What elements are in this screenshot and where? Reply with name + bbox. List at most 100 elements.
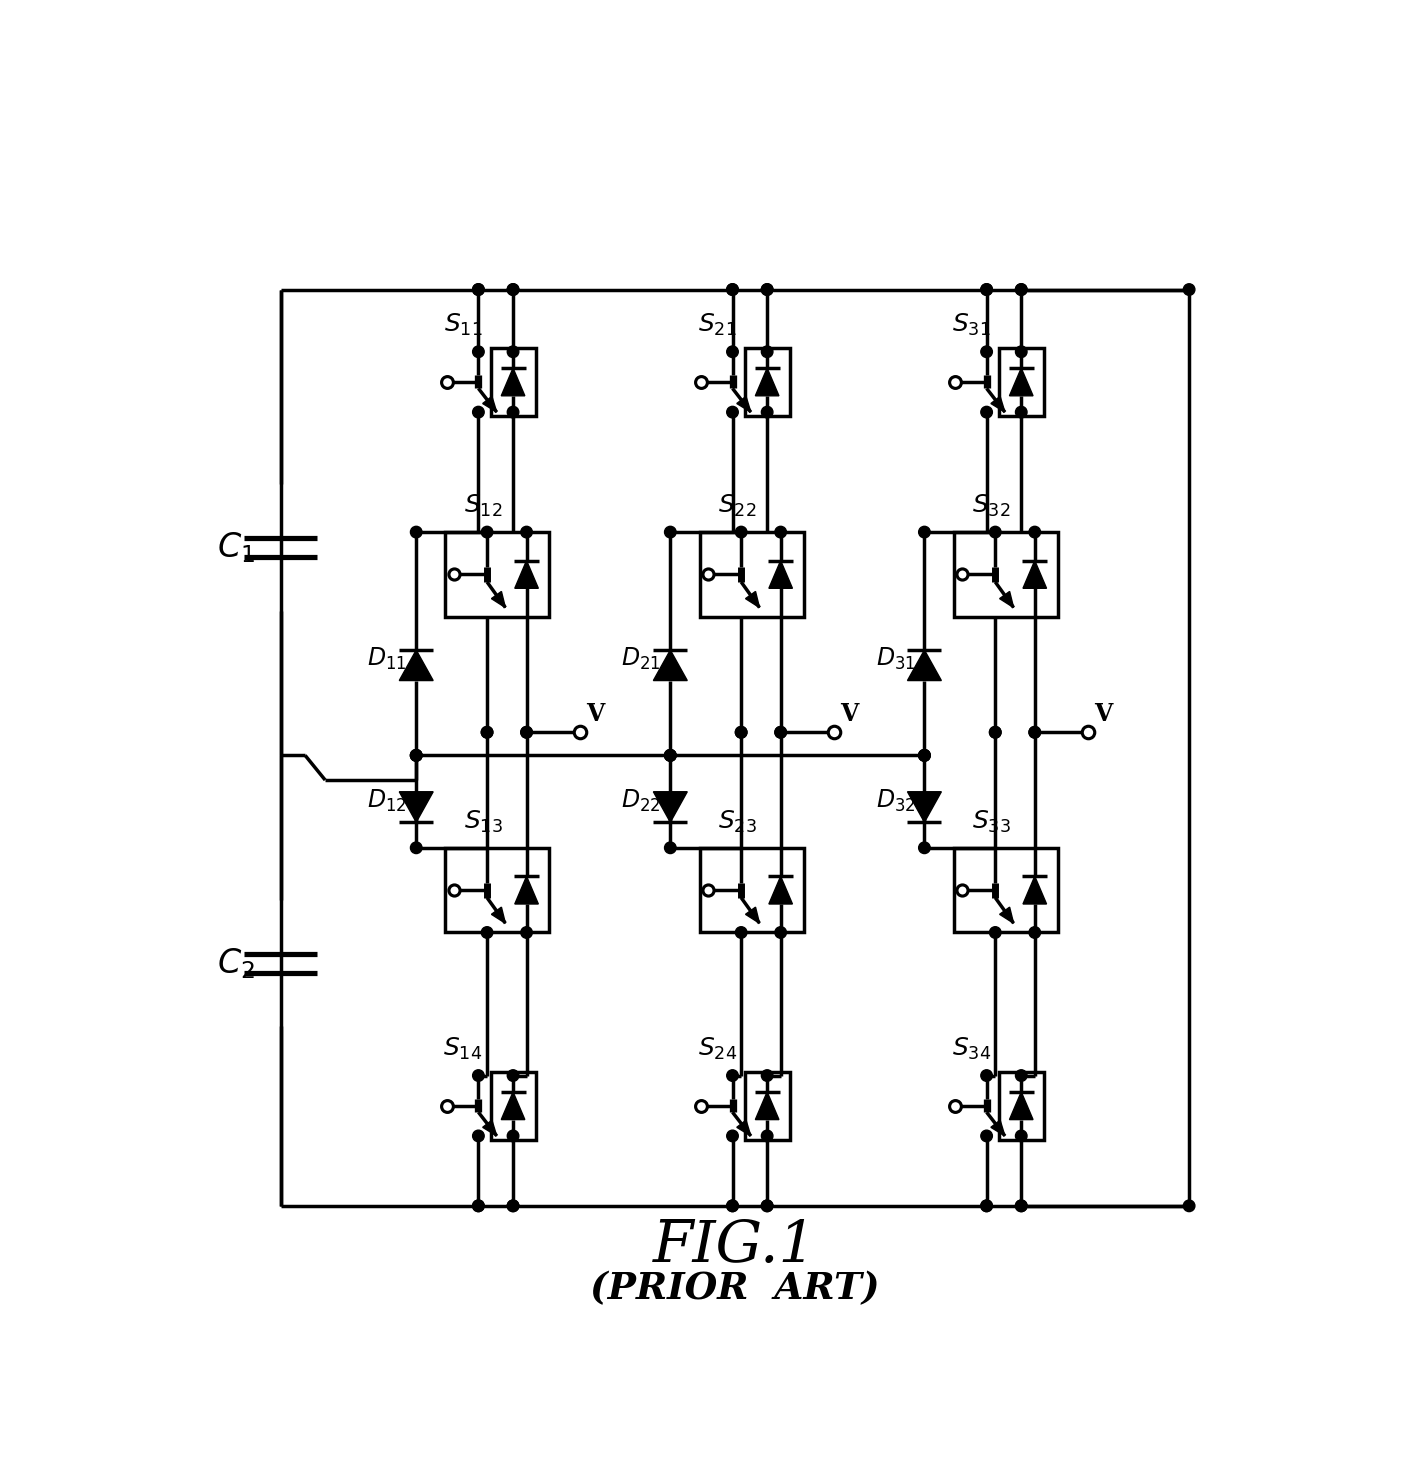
Circle shape (761, 1070, 773, 1082)
Circle shape (981, 1070, 992, 1082)
Text: $C_2$: $C_2$ (216, 946, 255, 980)
Circle shape (981, 283, 992, 295)
Circle shape (1016, 1131, 1027, 1142)
Bar (446, 847, 549, 933)
Circle shape (989, 927, 1000, 939)
Text: $D_{32}$: $D_{32}$ (876, 788, 916, 813)
Polygon shape (990, 397, 1005, 412)
Polygon shape (1009, 368, 1033, 396)
Circle shape (761, 283, 773, 295)
Circle shape (1016, 1070, 1027, 1082)
Bar (744, 348, 790, 416)
Text: $S_{34}$: $S_{34}$ (952, 1036, 990, 1061)
Polygon shape (990, 1120, 1005, 1137)
Bar (744, 1072, 790, 1139)
Circle shape (1029, 726, 1040, 738)
Bar (954, 531, 1057, 617)
Circle shape (481, 527, 492, 537)
Text: $D_{22}$: $D_{22}$ (621, 788, 661, 813)
Circle shape (507, 283, 519, 295)
Circle shape (981, 1200, 992, 1212)
Circle shape (989, 527, 1000, 537)
Circle shape (918, 750, 930, 762)
Circle shape (521, 927, 532, 939)
Polygon shape (756, 1092, 778, 1120)
Circle shape (507, 345, 519, 357)
Text: $S_{13}$: $S_{13}$ (464, 809, 502, 835)
Circle shape (918, 750, 930, 762)
Circle shape (1016, 1200, 1027, 1212)
Circle shape (1016, 345, 1027, 357)
Circle shape (1183, 1200, 1194, 1212)
Text: (PRIOR  ART): (PRIOR ART) (590, 1271, 880, 1308)
Polygon shape (1023, 561, 1047, 589)
Bar (699, 531, 804, 617)
Circle shape (1016, 283, 1027, 295)
Circle shape (981, 1200, 992, 1212)
Polygon shape (1023, 877, 1047, 903)
Circle shape (727, 283, 739, 295)
Circle shape (775, 927, 787, 939)
Circle shape (1029, 527, 1040, 537)
Circle shape (507, 406, 519, 418)
Circle shape (473, 345, 484, 357)
Circle shape (1029, 726, 1040, 738)
Polygon shape (999, 908, 1013, 924)
Bar (491, 1072, 535, 1139)
Text: $S_{31}$: $S_{31}$ (952, 311, 990, 338)
Circle shape (736, 726, 747, 738)
Polygon shape (483, 1120, 497, 1137)
Polygon shape (746, 592, 760, 608)
Circle shape (481, 726, 492, 738)
Text: $S_{23}$: $S_{23}$ (717, 809, 757, 835)
Text: V: V (1095, 703, 1112, 726)
Circle shape (665, 527, 676, 537)
Text: $S_{33}$: $S_{33}$ (972, 809, 1010, 835)
Circle shape (521, 527, 532, 537)
Polygon shape (768, 561, 792, 589)
Polygon shape (737, 1120, 751, 1137)
Circle shape (473, 1200, 484, 1212)
Polygon shape (399, 649, 433, 680)
Circle shape (410, 750, 422, 762)
Circle shape (521, 726, 532, 738)
Polygon shape (907, 649, 941, 680)
Text: $S_{21}$: $S_{21}$ (698, 311, 736, 338)
Bar (699, 847, 804, 933)
Circle shape (1029, 927, 1040, 939)
Circle shape (761, 1200, 773, 1212)
Circle shape (727, 1200, 739, 1212)
Polygon shape (737, 397, 751, 412)
Circle shape (761, 1200, 773, 1212)
Bar (446, 531, 549, 617)
Circle shape (761, 406, 773, 418)
Circle shape (981, 1131, 992, 1142)
Circle shape (410, 841, 422, 853)
Circle shape (481, 726, 492, 738)
Text: $S_{12}$: $S_{12}$ (464, 493, 502, 520)
Circle shape (665, 750, 676, 762)
Bar (954, 847, 1057, 933)
Circle shape (727, 406, 739, 418)
Circle shape (775, 527, 787, 537)
Bar (491, 348, 535, 416)
Polygon shape (483, 397, 497, 412)
Circle shape (507, 1070, 519, 1082)
Circle shape (665, 750, 676, 762)
Circle shape (521, 726, 532, 738)
Text: FIG.1: FIG.1 (652, 1218, 816, 1274)
Circle shape (665, 841, 676, 853)
Circle shape (473, 1070, 484, 1082)
Circle shape (918, 750, 930, 762)
Circle shape (473, 283, 484, 295)
Circle shape (410, 750, 422, 762)
Polygon shape (491, 908, 505, 924)
Text: $C_1$: $C_1$ (216, 530, 255, 565)
Circle shape (507, 1200, 519, 1212)
Circle shape (727, 1070, 739, 1082)
Polygon shape (654, 649, 688, 680)
Polygon shape (654, 791, 688, 822)
Text: V: V (841, 703, 859, 726)
Circle shape (473, 283, 484, 295)
Bar (999, 348, 1044, 416)
